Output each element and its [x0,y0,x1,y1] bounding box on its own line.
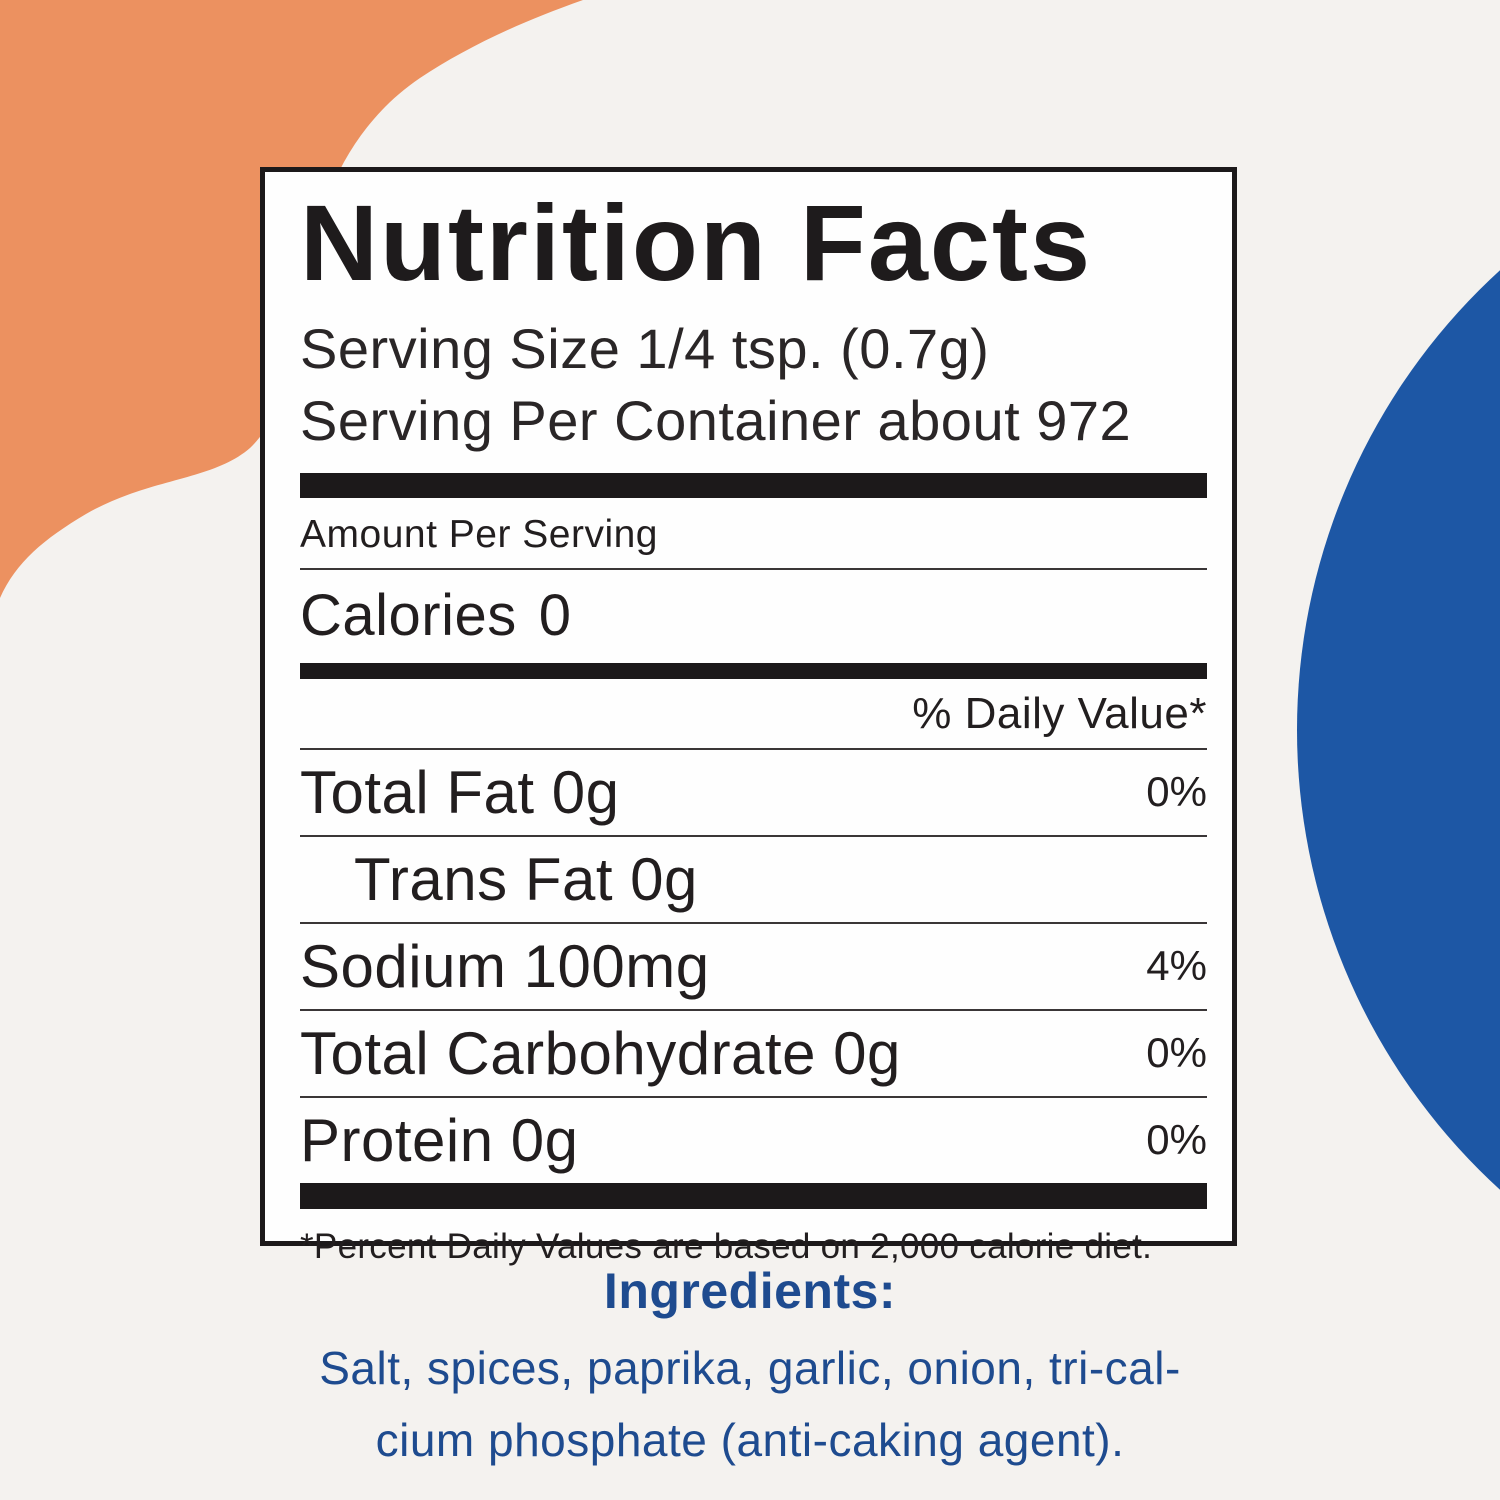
blue-circle-shape [1297,108,1500,1352]
amount-per-serving-label: Amount Per Serving [300,512,659,556]
nutrient-name: Total Fat 0g [300,758,620,826]
nutrient-daily-value: 0% [1146,768,1207,816]
nutrient-daily-value: 0% [1146,1116,1207,1164]
daily-value-header: % Daily Value* [912,688,1207,738]
ingredients-line: cium phosphate (anti-caking agent). [375,1414,1125,1466]
nutrient-name: Protein 0g [300,1106,579,1174]
ingredients-heading: Ingredients: [603,1263,897,1319]
daily-value-footnote: *Percent Daily Values are based on 2,000… [300,1226,1153,1266]
separator-bar-thick [300,1182,1207,1209]
nutrition-facts-label: Nutrition Facts Serving Size 1/4 tsp. (0… [260,167,1237,1266]
ingredients-section: Ingredients: Salt, spices, paprika, garl… [0,1262,1500,1476]
nutrient-name: Sodium 100mg [300,932,710,1000]
separator-rule-thin [300,747,1207,750]
nutrient-daily-value: 4% [1146,942,1207,990]
nutrition-facts-title: Nutrition Facts [300,182,1093,303]
nutrient-row-total-carbohydrate: Total Carbohydrate 0g 0% [300,1011,1207,1096]
ingredients-line: Salt, spices, paprika, garlic, onion, tr… [319,1342,1181,1394]
nutrient-row-total-fat: Total Fat 0g 0% [300,750,1207,835]
separator-rule-thin [300,1095,1207,1098]
serving-size-line: Serving Size 1/4 tsp. (0.7g) [300,316,990,380]
separator-rule-thin [300,834,1207,837]
nutrient-daily-value: 0% [1146,1029,1207,1077]
nutrient-name: Total Carbohydrate 0g [300,1019,901,1087]
separator-bar-thick [300,472,1207,498]
separator-rule-thin [300,567,1207,570]
nutrient-row-sodium: Sodium 100mg 4% [300,924,1207,1009]
separator-rule-thin [300,921,1207,924]
serving-info: Serving Size 1/4 tsp. (0.7g) Serving Per… [300,313,1207,457]
nutrient-name: Trans Fat 0g [354,845,698,913]
separator-bar-thick [300,662,1207,679]
nutrient-row-protein: Protein 0g 0% [300,1098,1207,1183]
calories-label: Calories [300,582,517,648]
separator-rule-thin [300,1008,1207,1011]
calories-value: 0 [538,582,572,648]
calories-row: Calories 0 [300,570,1207,663]
servings-per-container-line: Serving Per Container about 972 [300,388,1132,452]
nutrient-row-trans-fat: Trans Fat 0g [300,837,1207,922]
